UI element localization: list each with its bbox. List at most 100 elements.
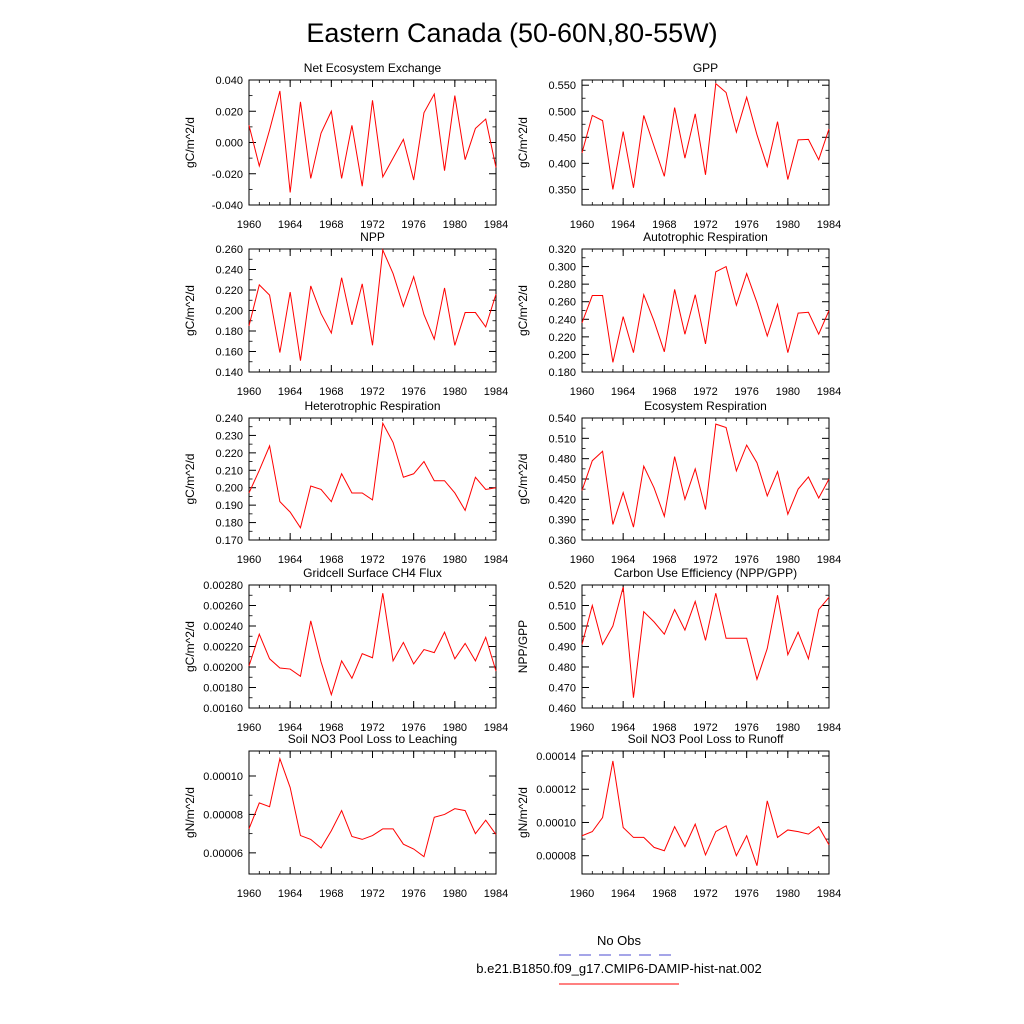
x-tick-label: 1964 — [611, 554, 635, 566]
x-tick-label: 1964 — [278, 386, 302, 398]
plot-frame — [248, 248, 497, 373]
y-tick-label: 0.180 — [215, 326, 243, 338]
y-tick-label: 0.00280 — [203, 580, 243, 592]
x-tick-label: 1968 — [319, 888, 343, 900]
y-tick-label: 0.170 — [215, 535, 243, 547]
panel-title: NPP — [360, 230, 385, 244]
x-tick-label: 1968 — [652, 888, 676, 900]
y-tick-label: -0.020 — [212, 169, 243, 181]
x-tick-label: 1984 — [817, 386, 841, 398]
y-tick-label: 0.200 — [215, 306, 243, 318]
panel-title: Autotrophic Respiration — [643, 230, 768, 244]
y-tick-label: 0.040 — [215, 75, 243, 87]
figure-title: Eastern Canada (50-60N,80-55W) — [306, 18, 717, 48]
x-tick-label: 1972 — [693, 722, 717, 734]
y-tick-label: 0.260 — [548, 297, 576, 309]
x-tick-label: 1964 — [611, 386, 635, 398]
y-tick-label: -0.040 — [212, 200, 243, 212]
panel-title: Heterotrophic Respiration — [304, 399, 440, 413]
y-tick-label: 0.140 — [215, 367, 243, 379]
x-tick-label: 1984 — [484, 888, 508, 900]
x-tick-label: 1960 — [237, 386, 261, 398]
y-tick-label: 0.240 — [548, 314, 576, 326]
panel-4: Autotrophic Respiration gC/m^2/d 1960 1964 1… — [516, 230, 841, 398]
y-tick-label: 0.350 — [548, 184, 576, 196]
panel-5: Heterotrophic Respiration gC/m^2/d 1960 196… — [183, 399, 508, 566]
y-axis-label: gC/m^2/d — [183, 117, 197, 168]
x-tick-label: 1960 — [237, 722, 261, 734]
series-line — [248, 90, 497, 193]
x-tick-label: 1960 — [570, 386, 594, 398]
x-tick-label: 1960 — [570, 888, 594, 900]
panel-10: Soil NO3 Pool Loss to Runoff gN/m^2/d 1960… — [516, 732, 841, 900]
panels: Net Ecosystem Exchange gC/m^2/d 1960 1964 19… — [183, 61, 841, 900]
x-tick-label: 1964 — [611, 888, 635, 900]
x-tick-label: 1972 — [360, 888, 384, 900]
x-tick-label: 1968 — [652, 219, 676, 231]
x-tick-label: 1960 — [237, 888, 261, 900]
y-axis-label: gN/m^2/d — [183, 787, 197, 838]
x-tick-label: 1980 — [776, 722, 800, 734]
plot-frame — [581, 79, 830, 206]
y-tick-label: 0.450 — [548, 132, 576, 144]
y-tick-label: 0.200 — [548, 349, 576, 361]
y-tick-label: 0.360 — [548, 535, 576, 547]
y-axis-label: gC/m^2/d — [516, 117, 530, 168]
x-tick-label: 1976 — [734, 722, 758, 734]
y-tick-label: 0.200 — [215, 483, 243, 495]
panel-title: GPP — [693, 61, 718, 75]
y-tick-label: 0.400 — [548, 158, 576, 170]
series-line — [581, 423, 830, 528]
panel-8: Carbon Use Efficiency (NPP/GPP) NPP/GPP 19… — [516, 566, 841, 734]
y-tick-label: 0.00180 — [203, 683, 243, 695]
y-tick-label: 0.220 — [215, 448, 243, 460]
x-tick-label: 1968 — [319, 722, 343, 734]
x-tick-label: 1968 — [319, 386, 343, 398]
plot-frame — [248, 417, 497, 541]
y-tick-label: 0.220 — [215, 285, 243, 297]
y-tick-label: 0.300 — [548, 262, 576, 274]
x-tick-label: 1980 — [443, 554, 467, 566]
y-tick-label: 0.00006 — [203, 848, 243, 860]
plot-frame — [581, 248, 830, 373]
y-tick-label: 0.480 — [548, 662, 576, 674]
x-tick-label: 1980 — [443, 219, 467, 231]
y-tick-label: 0.450 — [548, 474, 576, 486]
panel-title: Soil NO3 Pool Loss to Runoff — [628, 732, 785, 746]
plot-frame — [248, 750, 497, 875]
panel-9: Soil NO3 Pool Loss to Leaching gN/m^2/d 19… — [183, 732, 508, 900]
plot-frame — [248, 584, 497, 709]
y-axis-label: gC/m^2/d — [183, 285, 197, 336]
y-tick-label: 0.020 — [215, 106, 243, 118]
panel-title: Soil NO3 Pool Loss to Leaching — [288, 732, 457, 746]
y-tick-label: 0.510 — [548, 601, 576, 613]
y-axis-label: gC/m^2/d — [516, 454, 530, 505]
series-line — [248, 421, 497, 530]
y-axis-label: gN/m^2/d — [516, 787, 530, 838]
y-tick-label: 0.00200 — [203, 662, 243, 674]
series-line — [248, 248, 497, 361]
y-tick-label: 0.510 — [548, 433, 576, 445]
series-line — [581, 586, 830, 698]
y-tick-label: 0.480 — [548, 454, 576, 466]
x-tick-label: 1960 — [237, 554, 261, 566]
x-tick-label: 1964 — [611, 219, 635, 231]
y-tick-label: 0.00008 — [203, 809, 243, 821]
panel-2: GPP gC/m^2/d 1960 1964 1968 1972 1976 1980 1984 0… — [516, 61, 841, 231]
series-line — [581, 760, 830, 866]
x-tick-label: 1960 — [570, 722, 594, 734]
panel-title: Net Ecosystem Exchange — [304, 61, 442, 75]
x-tick-label: 1980 — [443, 888, 467, 900]
legend: No Obs b.e21.B1850.f09_g17.CMIP6-DAMIP-h… — [476, 933, 762, 985]
series-line — [581, 265, 830, 363]
y-tick-label: 0.320 — [548, 244, 576, 256]
x-tick-label: 1960 — [570, 219, 594, 231]
x-tick-label: 1964 — [611, 722, 635, 734]
x-tick-label: 1960 — [237, 219, 261, 231]
x-tick-label: 1984 — [817, 219, 841, 231]
y-tick-label: 0.230 — [215, 430, 243, 442]
x-tick-label: 1976 — [401, 219, 425, 231]
x-tick-label: 1984 — [484, 386, 508, 398]
panel-3: NPP gC/m^2/d 1960 1964 1968 1972 1976 1980 1984 0… — [183, 230, 508, 398]
